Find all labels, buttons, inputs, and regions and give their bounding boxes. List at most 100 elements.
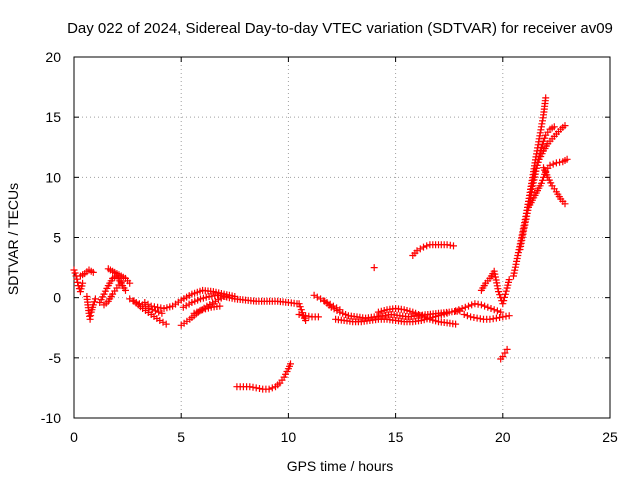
data-point — [530, 173, 537, 181]
data-point — [549, 160, 557, 168]
data-point — [336, 306, 344, 314]
data-point — [517, 242, 525, 250]
y-tick-label: 10 — [45, 169, 61, 185]
data-point — [71, 269, 79, 277]
trace-prn-b — [76, 266, 97, 280]
data-point — [518, 236, 526, 244]
trace-prn-k — [179, 291, 230, 311]
data-point — [452, 320, 460, 328]
data-point — [540, 137, 547, 145]
data-point — [463, 312, 471, 320]
x-tick-label: 10 — [281, 429, 297, 445]
data-point — [501, 349, 509, 357]
data-point — [503, 345, 511, 353]
y-tick-label: -10 — [41, 410, 61, 426]
data-point — [452, 307, 460, 315]
data-point — [89, 268, 97, 276]
data-point — [216, 302, 224, 310]
trace-prn-v — [409, 241, 457, 259]
trace-prn-x — [460, 311, 513, 323]
data-point — [561, 200, 569, 208]
trace-prn-e — [104, 265, 134, 287]
data-point — [162, 320, 170, 328]
data-point — [534, 158, 542, 166]
data-point — [527, 185, 535, 193]
data-point — [501, 293, 508, 301]
data-points — [70, 94, 571, 393]
data-point — [491, 273, 499, 281]
x-tick-label: 5 — [177, 429, 185, 445]
trace-prn-r — [374, 305, 460, 328]
data-point — [74, 278, 82, 286]
data-point — [523, 209, 531, 217]
data-point — [158, 309, 166, 317]
data-point — [563, 155, 571, 163]
data-point — [531, 167, 539, 175]
data-point — [561, 122, 569, 130]
data-point — [511, 266, 519, 274]
data-point — [126, 279, 134, 287]
data-point — [493, 307, 501, 315]
data-point — [297, 306, 305, 314]
data-point — [455, 306, 463, 314]
data-point — [529, 176, 537, 184]
data-point — [287, 360, 294, 368]
trace-prn-m — [220, 293, 301, 308]
data-point — [268, 384, 276, 392]
data-point — [295, 300, 303, 308]
data-point — [527, 182, 535, 190]
data-point — [530, 170, 538, 178]
data-point — [159, 318, 167, 326]
x-tick-label: 0 — [70, 429, 78, 445]
trace-prn-z — [497, 345, 511, 363]
data-point — [487, 305, 495, 312]
data-point — [539, 176, 546, 184]
data-point — [505, 312, 513, 320]
data-point — [499, 353, 507, 361]
data-point — [520, 227, 528, 235]
data-point — [265, 385, 273, 393]
y-tick-label: 5 — [53, 230, 61, 246]
trace-prn-c — [83, 293, 99, 323]
data-point — [481, 302, 489, 310]
data-point — [458, 305, 466, 312]
data-point — [310, 291, 318, 299]
trace-prn-a — [70, 266, 87, 296]
data-point — [117, 278, 125, 286]
trace-prn-f — [100, 278, 125, 309]
trace-prn-o — [233, 360, 294, 393]
y-axis-label: SDTVAR / TECUs — [5, 183, 21, 295]
data-point — [89, 301, 97, 309]
data-point — [542, 94, 550, 102]
x-axis-label: GPS time / hours — [287, 458, 394, 474]
data-point — [541, 134, 549, 142]
data-point — [500, 297, 508, 305]
data-point — [528, 179, 536, 187]
trace-prn-l — [190, 302, 224, 317]
trace-prn-ac — [527, 122, 569, 193]
data-point — [443, 309, 451, 317]
data-point — [122, 286, 129, 294]
data-point — [497, 308, 505, 316]
data-point — [370, 264, 378, 272]
data-point — [461, 303, 469, 311]
trace-prn-ae — [540, 164, 569, 208]
trace-prn-s — [295, 311, 322, 321]
y-tick-label: 0 — [53, 290, 61, 306]
data-point — [79, 279, 87, 287]
x-tick-label: 20 — [495, 429, 511, 445]
trace-prn-t — [310, 291, 344, 314]
y-tick-label: -5 — [49, 350, 62, 366]
data-point — [533, 161, 541, 169]
data-point — [505, 276, 513, 284]
grid — [74, 57, 610, 418]
data-point — [155, 308, 163, 316]
trace-prn-h — [130, 297, 170, 328]
data-point — [420, 243, 427, 251]
data-point — [532, 164, 540, 172]
axis-ticks: 0 5 10 15 20 25 -10 -5 0 5 10 15 20 — [41, 49, 618, 445]
data-point — [465, 302, 472, 310]
data-point — [477, 301, 485, 309]
chart-title: Day 022 of 2024, Sidereal Day-to-day VTE… — [67, 20, 613, 37]
